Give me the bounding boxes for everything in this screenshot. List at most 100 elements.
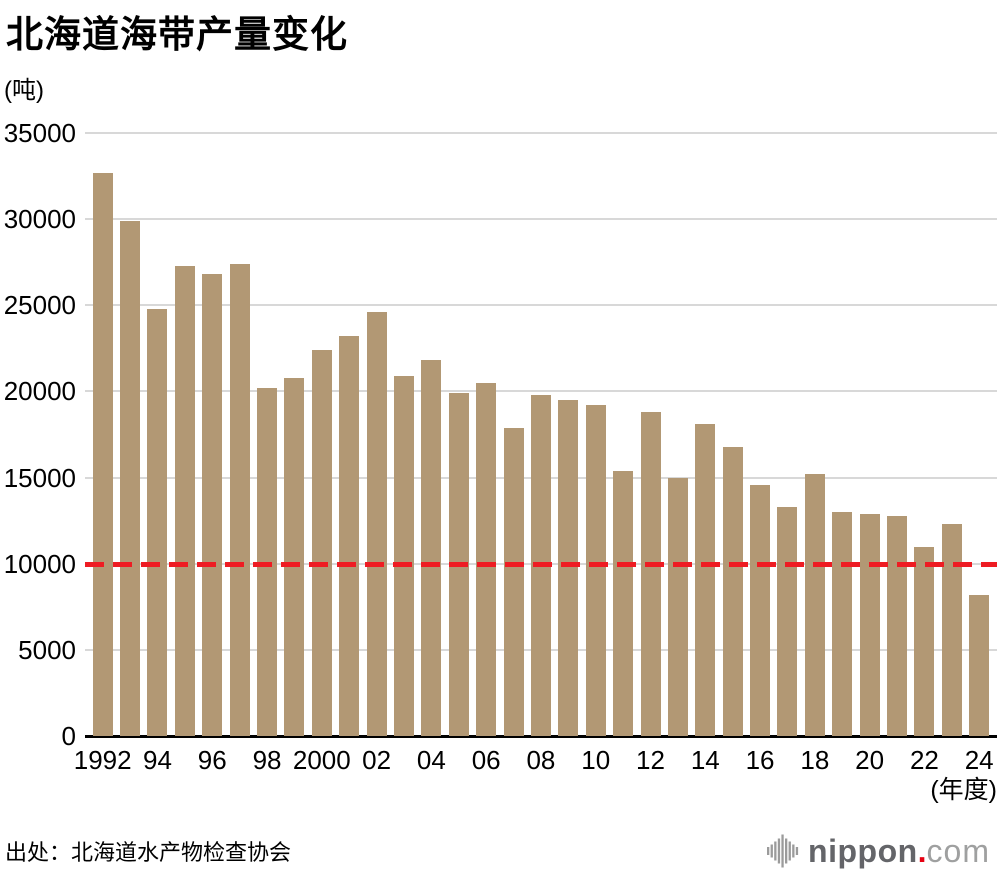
- bar-2022: [914, 546, 935, 736]
- bar-2010: [585, 405, 606, 736]
- bar-slot-2023: [938, 133, 965, 736]
- y-axis-unit-label: (吨): [4, 77, 44, 104]
- bar-2009: [558, 400, 579, 736]
- bar-slot-2002: 02: [362, 133, 391, 775]
- bar-2001: [339, 336, 360, 736]
- bar-series: 1992 94 96 98 2000 02 04 06 08 10 12 14 16 18 20 22 24: [74, 133, 997, 775]
- x-tick-label: 22: [909, 745, 939, 775]
- bar-2012: [640, 412, 661, 736]
- bar-slot-2021: [883, 133, 910, 736]
- logo-nippon-text: nippon: [808, 832, 918, 869]
- bar-slot-2014: 14: [691, 133, 720, 775]
- bar-2006: [476, 382, 497, 736]
- y-tick-label: 10000: [3, 549, 76, 579]
- bar-slot-2020: 20: [855, 133, 884, 775]
- bar-slot-2010: 10: [581, 133, 610, 775]
- chart-plot-area: 35000 30000 25000 20000 15000 10000 5000 0 1992…: [4, 119, 997, 775]
- gridline-25000: [85, 304, 997, 306]
- gridline-0: [85, 735, 997, 738]
- bar-slot-2013: [664, 133, 691, 736]
- y-tick-label: 20000: [3, 376, 76, 406]
- bar-slot-2004: 04: [417, 133, 446, 775]
- bar-slot-2011: [609, 133, 636, 736]
- nippon-logo-icon: [767, 834, 799, 868]
- bar-slot-2000: 2000: [293, 133, 351, 775]
- bar-1993: [120, 220, 141, 736]
- bar-2004: [421, 360, 442, 736]
- bar-slot-2009: [555, 133, 582, 736]
- bar-2019: [832, 512, 853, 736]
- x-tick-label: 10: [581, 745, 611, 775]
- x-tick-label: 06: [471, 745, 501, 775]
- bar-slot-2007: [500, 133, 527, 736]
- bar-slot-2018: 18: [800, 133, 829, 775]
- y-tick-label: 30000: [3, 204, 76, 234]
- x-axis-unit-label: (年度): [930, 776, 997, 804]
- bar-slot-2006: 06: [472, 133, 501, 775]
- bar-1994: [147, 308, 168, 736]
- bar-slot-2022: 22: [910, 133, 939, 775]
- x-tick-label: 16: [745, 745, 775, 775]
- x-tick-label: 96: [197, 745, 227, 775]
- bar-slot-2015: [719, 133, 746, 736]
- bar-2018: [804, 474, 825, 736]
- reference-line-10000: [85, 562, 997, 567]
- gridline-20000: [85, 390, 997, 392]
- chart-title: 北海道海带产量变化: [6, 14, 348, 55]
- bar-2020: [859, 513, 880, 736]
- bar-slot-2016: 16: [746, 133, 775, 775]
- x-tick-label: 04: [416, 745, 446, 775]
- bar-slot-1996: 96: [198, 133, 227, 775]
- bar-1996: [202, 274, 223, 736]
- gridline-30000: [85, 218, 997, 220]
- bar-1995: [174, 265, 195, 736]
- x-tick-label: 98: [252, 745, 282, 775]
- bar-slot-1994: 94: [143, 133, 172, 775]
- x-tick-label: 02: [362, 745, 392, 775]
- bar-2016: [750, 484, 771, 736]
- x-tick-label: 2000: [292, 745, 351, 775]
- bar-2002: [366, 312, 387, 736]
- bar-slot-2008: 08: [526, 133, 555, 775]
- bar-slot-1998: 98: [253, 133, 281, 775]
- bar-slot-1993: [116, 133, 143, 736]
- bar-slot-2017: [774, 133, 801, 736]
- bar-slot-1997: [226, 133, 253, 736]
- y-tick-label: 25000: [3, 290, 76, 320]
- bar-slot-2019: [829, 133, 856, 736]
- source-text: 出处：北海道水产物检查协会: [5, 840, 292, 865]
- x-tick-label: 20: [855, 745, 885, 775]
- bar-1992: [92, 172, 113, 736]
- y-tick-label: 0: [61, 721, 76, 751]
- x-tick-label: 1992: [73, 745, 132, 775]
- bar-2015: [722, 446, 743, 736]
- x-tick-label: 12: [636, 745, 665, 775]
- bar-2011: [613, 470, 634, 736]
- gridline-35000: [85, 132, 997, 134]
- bar-slot-2024: 24: [965, 133, 994, 775]
- logo-red-dot: .: [917, 832, 927, 869]
- x-tick-label: 14: [690, 745, 720, 775]
- bar-slot-1992: 1992: [74, 133, 132, 775]
- bar-2021: [887, 515, 908, 736]
- bar-slot-1999: [281, 133, 308, 736]
- bar-1999: [284, 377, 305, 736]
- bar-2013: [667, 477, 688, 736]
- bar-2014: [695, 424, 716, 736]
- bar-2023: [941, 524, 962, 736]
- y-tick-label: 5000: [18, 635, 76, 665]
- bar-2003: [393, 375, 414, 736]
- bar-slot-2005: [445, 133, 472, 736]
- y-tick-label: 15000: [3, 463, 76, 493]
- bar-slot-2012: 12: [636, 133, 665, 775]
- bar-slot-2001: [336, 133, 363, 736]
- bar-2007: [503, 427, 524, 736]
- bar-slot-1995: [171, 133, 198, 736]
- x-tick-label: 94: [143, 745, 172, 775]
- x-tick-label: 18: [800, 745, 830, 775]
- bar-2017: [777, 506, 798, 736]
- bar-2000: [311, 350, 332, 736]
- bar-1997: [229, 263, 250, 736]
- logo-com-text: com: [926, 832, 990, 869]
